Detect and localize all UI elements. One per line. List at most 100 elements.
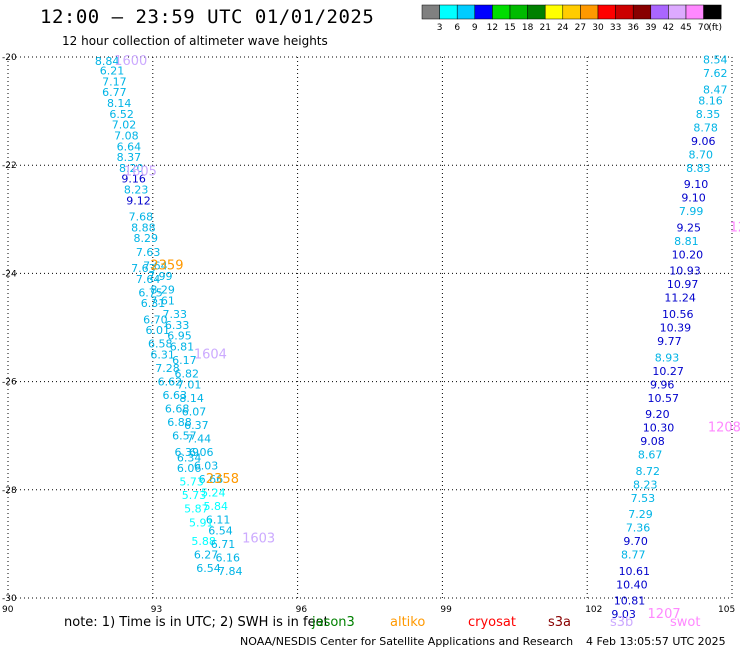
satellite-legend-swot: swot [670,615,700,630]
color-legend: 3 6 9 12 15 18 21 24 27 30 33 36 39 42 45 70 (ft) [421,4,722,33]
legend-label: 21 [539,23,550,33]
wave-height-value: 10.81 [614,595,646,608]
legend-label: 27 [575,23,586,33]
wave-height-value: 6.39 [175,446,200,459]
legend-swatch [615,4,634,20]
wave-height-value: 6.31 [150,349,175,362]
wave-height-value: 7.68 [129,211,154,224]
wave-height-value: 6.16 [216,551,241,564]
satellite-legend-s3a: s3a [548,615,571,630]
y-tick-label: -26 [2,378,17,388]
wave-height-value: 7.99 [148,270,173,283]
chart-subtitle: 12 hour collection of altimeter wave hei… [62,34,328,48]
legend-swatch [650,4,669,20]
wave-height-value: 9.06 [691,135,716,148]
wave-height-value: 9.08 [640,435,665,448]
wave-height-value: 9.10 [681,192,706,205]
wave-height-value: 6.95 [167,330,192,343]
wave-height-value: 10.27 [652,365,684,378]
wave-height-value: 5.88 [191,535,216,548]
wave-height-value: 7.17 [102,75,127,88]
wave-height-value: 6.64 [117,140,142,153]
wave-height-value: 6.31 [141,297,166,310]
legend-label: 9 [472,23,478,33]
legend-swatch [562,4,581,20]
legend-swatch [668,4,687,20]
wave-height-value: 8.78 [693,121,718,134]
wave-height-value: 8.67 [638,449,663,462]
wave-height-value: 7.33 [162,308,187,321]
wave-height-value: 6.54 [208,524,233,537]
wave-height-value: 10.56 [662,308,694,321]
wave-height-value: 6.17 [172,354,197,367]
legend-swatch [421,4,440,20]
wave-height-value: 6.70 [143,313,168,326]
footer-note: note: 1) Time is in UTC; 2) SWH is in fe… [64,615,329,630]
legend-label: 12 [487,23,498,33]
wave-height-value: 10.39 [660,322,692,335]
wave-height-value: 8.54 [703,54,728,67]
wave-height-value: 6.21 [100,65,125,78]
wave-height-value: 7.53 [631,492,656,505]
wave-height-value: 6.01 [146,324,171,337]
wave-height-value: 8.77 [621,549,646,562]
wave-height-value: 6.06 [189,446,214,459]
wave-height-value: 11.24 [664,292,696,305]
pass-time-label: 1604 [194,348,227,363]
wave-height-value: 7.64 [143,259,168,272]
wave-height-value: 7.28 [155,362,180,375]
y-tick-label: -30 [2,594,17,604]
wave-height-value: 8.14 [107,97,131,110]
wave-height-value: 7.01 [177,378,202,391]
wave-height-value: 7.02 [112,119,137,132]
legend-label: 18 [522,23,534,33]
wave-height-value: 8.88 [131,221,156,234]
wave-height-value: 7.84 [218,565,243,578]
wave-height-value: 7.36 [626,522,651,535]
pass-time-label: 1209 [730,220,740,235]
pass-time-label: 1605 [124,165,157,180]
satellite-legend-altiko: altiko [390,615,425,630]
y-tick-label: -28 [2,486,17,496]
wave-height-value: 10.93 [669,265,701,278]
wave-height-value: 10.61 [619,565,651,578]
wave-height-value: 8.20 [119,162,144,175]
wave-height-value: 8.83 [686,162,711,175]
legend-label: 15 [504,23,515,33]
wave-height-value: 6.52 [109,108,134,121]
legend-swatch [492,4,511,20]
wave-height-value: 8.70 [689,148,714,161]
legend-label: 42 [663,23,674,33]
wave-height-value: 5.84 [203,500,228,513]
wave-height-value: 6.03 [194,459,219,472]
wave-height-value: 8.37 [117,151,142,164]
x-tick-label: 93 [151,605,162,615]
wave-height-value: 5.87 [184,503,209,516]
wave-height-value: 6.71 [211,538,236,551]
wave-height-value: 7.62 [703,67,728,80]
legend-label: 24 [557,23,569,33]
wave-height-value: 6.68 [165,403,190,416]
generated-date: 4 Feb 13:05:57 UTC 2025 [586,635,726,648]
legend-label: 6 [454,23,460,33]
wave-height-value: 6.54 [196,562,221,575]
legend-swatch [597,4,616,20]
wave-height-value: 9.12 [126,194,150,207]
wave-height-value: 8.81 [674,235,699,248]
wave-height-value: 6.63 [162,389,187,402]
satellite-legend-jason3: jason3 [311,615,355,630]
wave-height-value: 9.20 [645,408,670,421]
wave-height-value: 9.70 [623,535,648,548]
wave-height-value: 8.23 [633,478,658,491]
wave-height-value: 8.47 [703,83,728,96]
wave-height-value: 7.29 [628,508,653,521]
legend-label: 3 [437,23,443,33]
wave-height-value: 6.27 [194,549,219,562]
credit-text: NOAA/NESDIS Center for Satellite Applica… [240,635,573,648]
wave-height-value: 6.58 [148,338,173,351]
wave-height-value: 10.57 [648,392,680,405]
wave-height-value: 6.77 [102,86,127,99]
satellite-legend-s3b: s3b [610,615,633,630]
wave-height-value: 8.16 [698,94,723,107]
wave-height-value: 9.03 [611,608,636,621]
